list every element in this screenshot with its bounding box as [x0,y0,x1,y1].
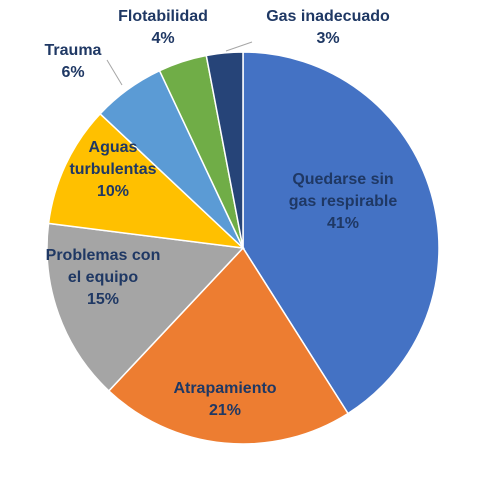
slice-percent: 21% [209,402,241,419]
slice-labels: Quedarse sin gas respirable 41% Atrapamient… [45,8,398,419]
pie-slice-2 [46,222,245,392]
slice-label-0: Quedarse sin gas respirable 41% [289,171,398,232]
slice-label-5: Flotabilidad 4% [118,8,208,47]
slice-label-6: Gas inadecuado 3% [266,8,390,47]
slice-percent: 4% [151,30,174,47]
slice-name-line: Quedarse sin [292,171,393,188]
slice-name-line: Problemas con [46,247,161,264]
slice-name-line: el equipo [68,269,138,286]
slice-percent: 3% [316,30,339,47]
slice-label-1: Atrapamiento 21% [173,380,276,419]
slice-percent: 15% [87,291,119,308]
leader-line-6 [225,41,253,52]
slice-percent: 41% [327,215,359,232]
pie-slices [46,51,440,445]
slice-name-line: Aguas [89,139,138,156]
slice-name-line: Atrapamiento [173,380,276,397]
pie-slice-1 [107,246,350,445]
slice-name-line: Trauma [45,42,102,59]
slice-name-line: gas respirable [289,193,398,210]
pie-slice-6 [205,51,244,249]
slice-label-4: Trauma 6% [45,42,102,81]
leader-lines [106,41,253,86]
slice-label-3: Aguas turbulentas 10% [69,139,156,200]
slice-name-line: Gas inadecuado [266,8,390,25]
slice-name-line: turbulentas [69,161,156,178]
slice-percent: 10% [97,183,129,200]
pie-slice-0 [242,51,440,415]
slice-label-2: Problemas con el equipo 15% [46,247,161,308]
pie-slice-3 [47,112,246,250]
slice-percent: 6% [61,64,84,81]
slice-name-line: Flotabilidad [118,8,208,25]
leader-line-4 [106,59,123,86]
